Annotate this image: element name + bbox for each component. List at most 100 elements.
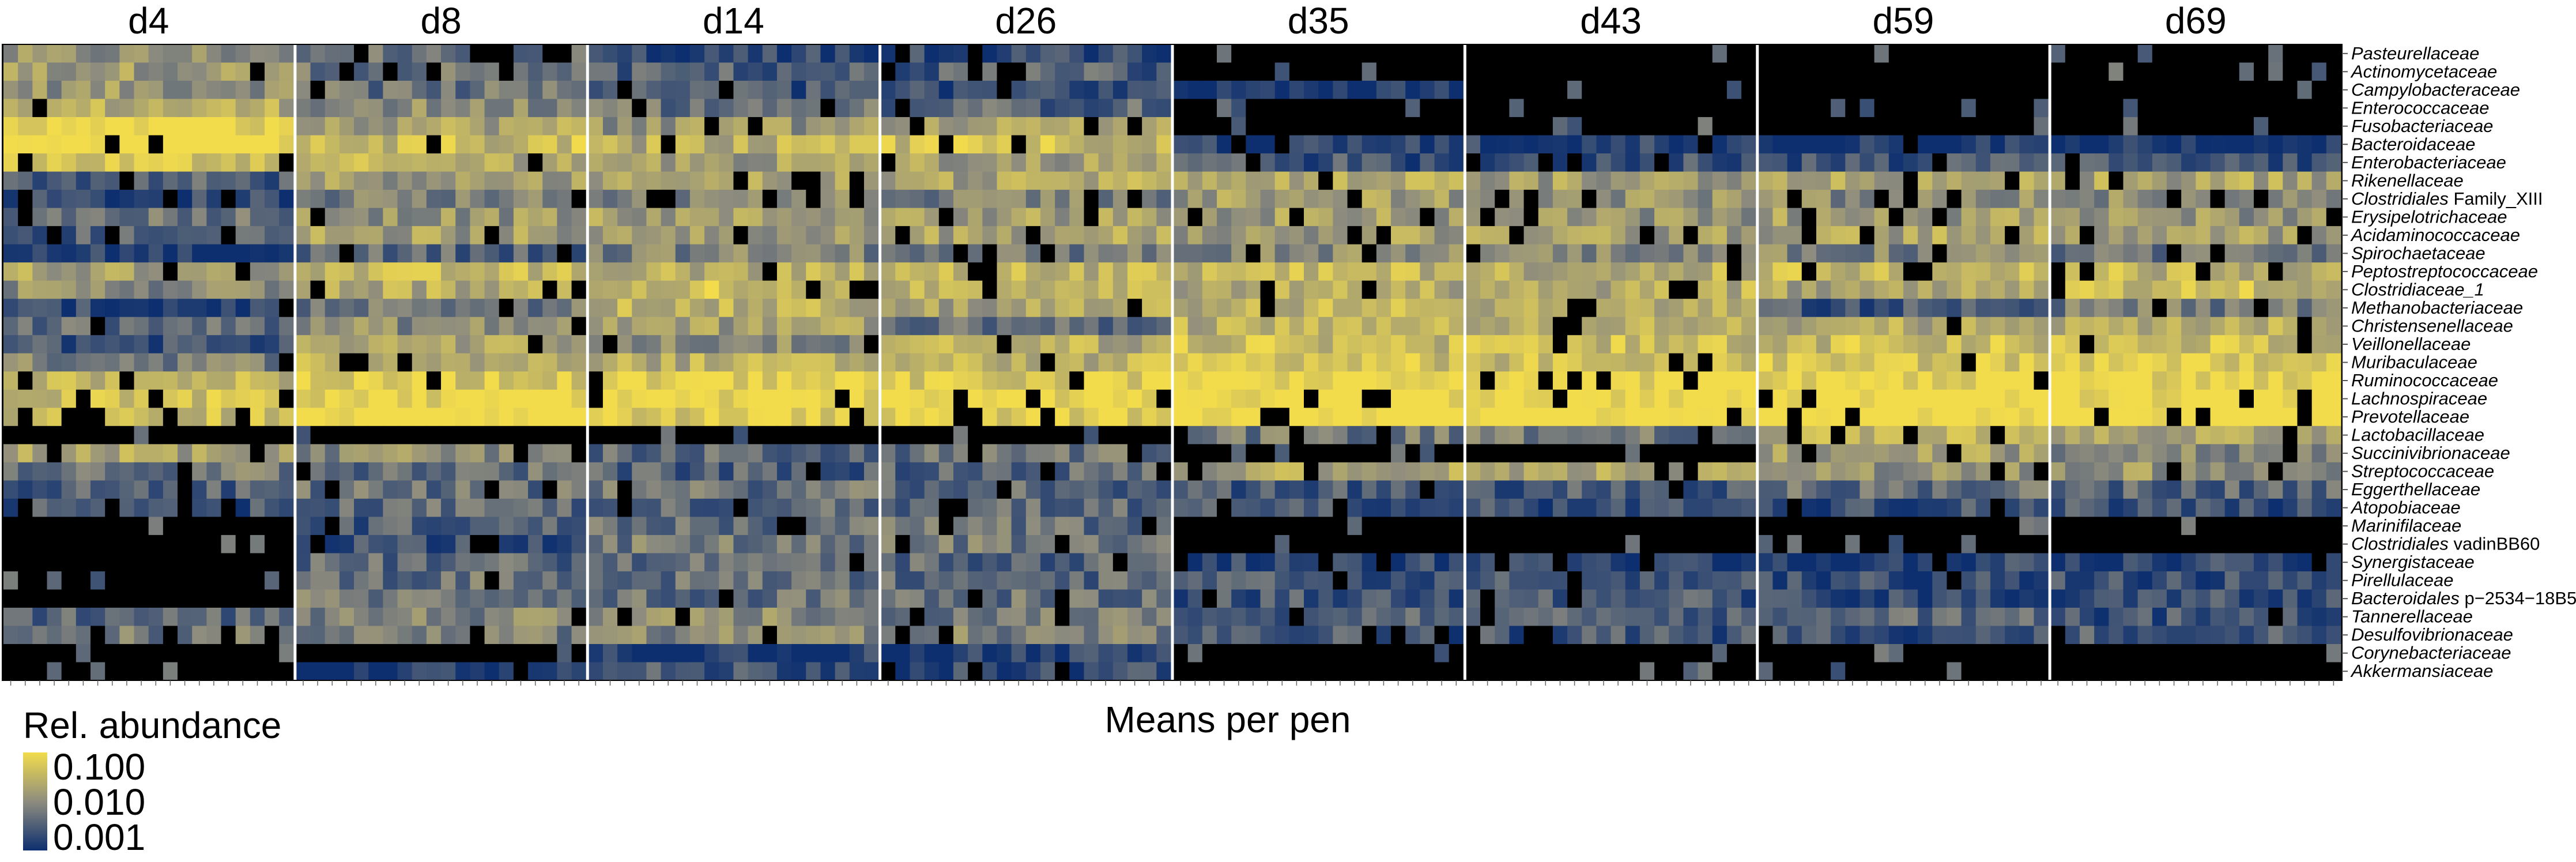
heatmap-cell: [1874, 480, 1889, 499]
heatmap-cell: [178, 444, 193, 463]
heatmap-cell: [733, 299, 749, 318]
heatmap-cell: [762, 262, 778, 281]
heatmap-cell: [617, 244, 632, 263]
heatmap-cell: [953, 208, 968, 227]
heatmap-cell: [1990, 553, 2005, 572]
heatmap-cell: [1611, 444, 1626, 463]
heatmap-cell: [1347, 335, 1363, 354]
heatmap-cell: [704, 280, 719, 299]
heatmap-cell: [1772, 208, 1788, 227]
heatmap-cell: [1098, 153, 1114, 172]
heatmap-cell: [2210, 44, 2226, 63]
heatmap-cell: [2019, 426, 2035, 445]
heatmap-cell: [1860, 553, 1875, 572]
heatmap-cell: [1726, 480, 1742, 499]
heatmap-cell: [675, 262, 691, 281]
heatmap-cell: [163, 190, 178, 209]
heatmap-cell: [1625, 589, 1640, 608]
heatmap-cell: [1304, 553, 1319, 572]
heatmap-cell: [383, 571, 398, 590]
heatmap-cell: [441, 589, 456, 608]
heatmap-cell: [18, 44, 33, 63]
heatmap-cell: [1376, 553, 1391, 572]
heatmap-cell: [1741, 44, 1756, 63]
heatmap-cell: [1509, 426, 1525, 445]
heatmap-cell: [719, 589, 734, 608]
heatmap-cell: [748, 208, 763, 227]
heatmap-cell: [1625, 607, 1640, 627]
heatmap-cell: [1639, 135, 1655, 154]
heatmap-cell: [2137, 62, 2153, 81]
heatmap-cell: [1787, 190, 1802, 209]
heatmap-cell: [1567, 462, 1582, 481]
heatmap-cell: [1888, 571, 1904, 590]
heatmap-cell: [528, 571, 543, 590]
heatmap-cell: [557, 389, 572, 408]
heatmap-cell: [1405, 408, 1420, 427]
heatmap-cell: [1726, 117, 1742, 136]
heatmap-cell: [849, 462, 865, 481]
heatmap-cell: [499, 371, 514, 390]
heatmap-cell: [235, 153, 251, 172]
heatmap-cell: [1611, 353, 1626, 372]
heatmap-cell: [134, 498, 149, 517]
heatmap-cell: [1304, 81, 1319, 100]
heatmap-cell: [1420, 389, 1435, 408]
heatmap-cell: [1098, 444, 1114, 463]
heatmap-cell: [1758, 589, 1774, 608]
heatmap-cell: [1567, 226, 1582, 245]
heatmap-cell: [499, 299, 514, 318]
heatmap-cell: [1289, 62, 1304, 81]
heatmap-cell: [3, 135, 18, 154]
heatmap-cell: [1187, 462, 1203, 481]
heatmap-cell: [2005, 643, 2020, 663]
heatmap-cell: [1947, 262, 1962, 281]
heatmap-cell: [1611, 135, 1626, 154]
heatmap-cell: [1538, 208, 1553, 227]
heatmap-cell: [105, 153, 120, 172]
heatmap-cell: [602, 299, 618, 318]
heatmap-cell: [2005, 408, 2020, 427]
heatmap-cell: [310, 408, 326, 427]
heatmap-cell: [76, 571, 91, 590]
heatmap-cell: [18, 517, 33, 536]
heatmap-cell: [1025, 444, 1041, 463]
heatmap-cell: [1787, 498, 1802, 517]
heatmap-cell: [835, 517, 850, 536]
heatmap-cell: [1480, 81, 1495, 100]
heatmap-cell: [938, 280, 954, 299]
heatmap-cell: [1202, 480, 1217, 499]
heatmap-cell: [719, 99, 734, 118]
heatmap-cell: [1347, 498, 1363, 517]
heatmap-cell: [910, 662, 925, 681]
heatmap-cell: [1758, 534, 1774, 554]
heatmap-cell: [1947, 607, 1962, 627]
heatmap-cell: [1639, 262, 1655, 281]
heatmap-cell: [849, 226, 865, 245]
heatmap-cell: [1712, 226, 1728, 245]
heatmap-cell: [1420, 135, 1435, 154]
heatmap-cell: [1772, 44, 1788, 63]
heatmap-cell: [1347, 117, 1363, 136]
heatmap-cell: [1611, 153, 1626, 172]
heatmap-cell: [279, 335, 294, 354]
heatmap-cell: [2094, 62, 2109, 81]
heatmap-cell: [588, 534, 604, 554]
heatmap-cell: [1465, 444, 1481, 463]
heatmap-cell: [325, 190, 340, 209]
heatmap-cell: [296, 462, 311, 481]
heatmap-cell: [938, 81, 954, 100]
heatmap-cell: [1142, 99, 1157, 118]
heatmap-cell: [1434, 553, 1450, 572]
heatmap-cell: [776, 317, 792, 336]
heatmap-cell: [105, 99, 120, 118]
heatmap-cell: [1975, 280, 1991, 299]
heatmap-cell: [1860, 662, 1875, 681]
heatmap-cell: [895, 426, 911, 445]
heatmap-cell: [953, 589, 968, 608]
heatmap-cell: [2297, 81, 2313, 100]
heatmap-cell: [47, 135, 62, 154]
heatmap-cell: [1523, 226, 1539, 245]
heatmap-cell: [719, 81, 734, 100]
heatmap-cell: [18, 226, 33, 245]
